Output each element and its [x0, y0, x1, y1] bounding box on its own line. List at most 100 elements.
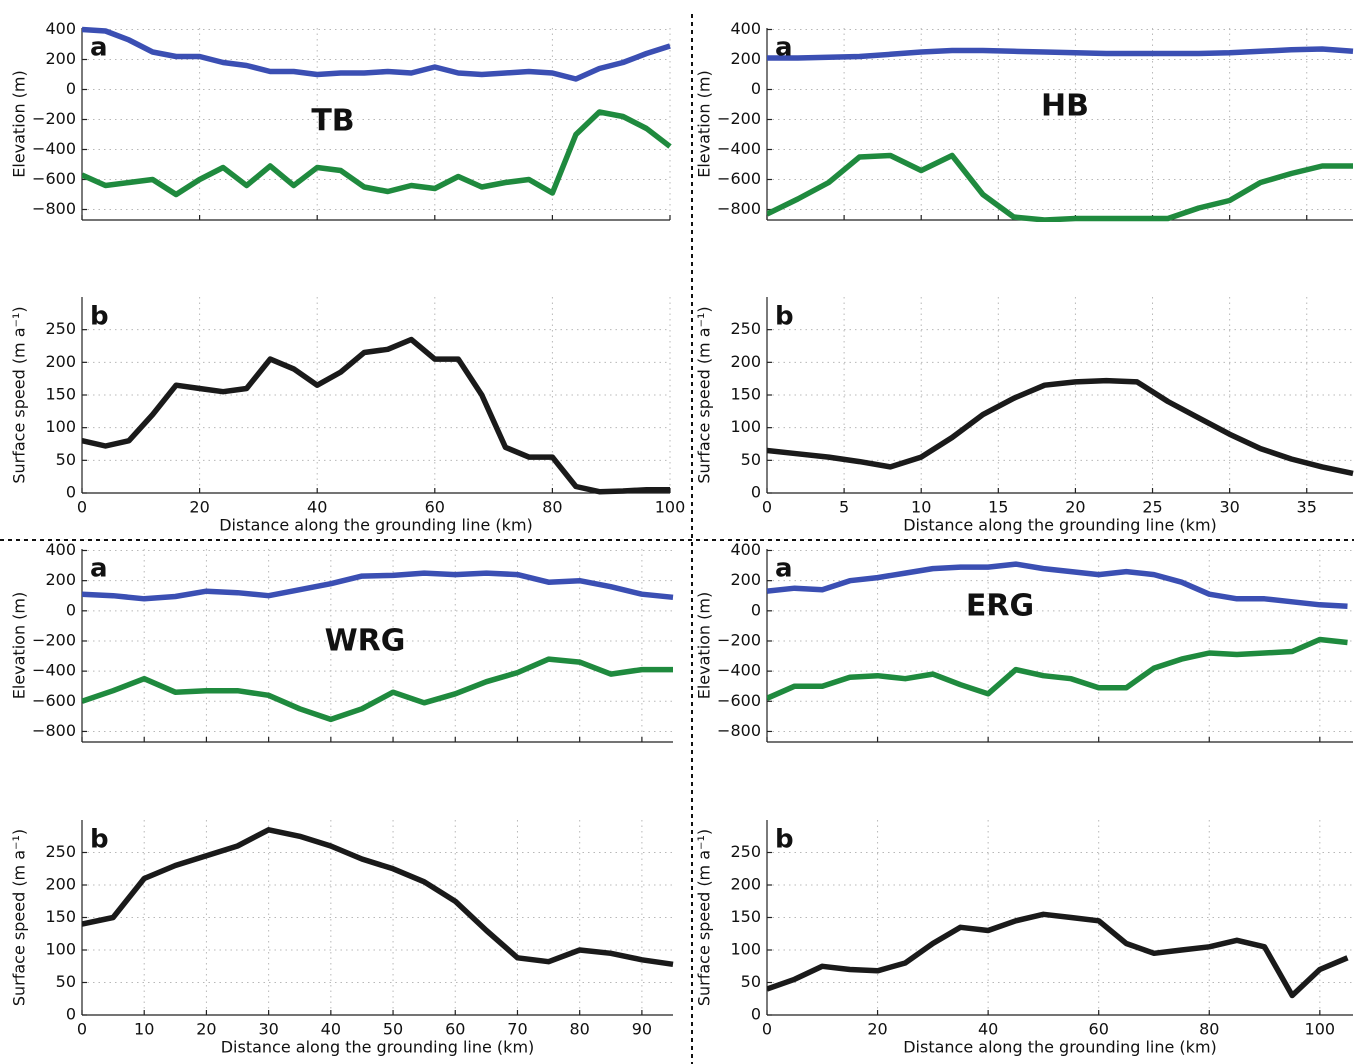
y-tick-label: 150 — [45, 907, 76, 926]
x-axis-label: Distance along the grounding line (km) — [903, 1038, 1217, 1057]
x-tick-label: 20 — [196, 1020, 216, 1039]
y-tick-label: 200 — [45, 875, 76, 894]
y-tick-label: 400 — [45, 540, 76, 559]
y-tick-label: 0 — [66, 483, 76, 502]
x-tick-label: 90 — [632, 1020, 652, 1039]
x-tick-label: 40 — [307, 498, 327, 517]
y-axis-label: Surface speed (m a⁻¹) — [695, 306, 714, 483]
annotation: WRG — [325, 624, 406, 659]
panel-label: b — [775, 302, 794, 332]
y-tick-label: 200 — [45, 352, 76, 371]
y-tick-label: −400 — [32, 139, 76, 158]
y-tick-label: −200 — [32, 630, 76, 649]
y-tick-label: 0 — [66, 600, 76, 619]
panel-label: b — [90, 825, 109, 855]
x-tick-label: 60 — [445, 1020, 465, 1039]
y-tick-label: 200 — [45, 49, 76, 68]
data-line — [767, 377, 1354, 477]
x-axis-label: Distance along the grounding line (km) — [219, 516, 533, 535]
y-tick-label: 400 — [45, 19, 76, 38]
y-tick-label: −200 — [717, 109, 761, 128]
x-tick-label: 70 — [507, 1020, 527, 1039]
y-tick-label: 200 — [45, 570, 76, 589]
x-tick-label: 80 — [570, 1020, 590, 1039]
x-axis-label: Distance along the grounding line (km) — [221, 1038, 535, 1057]
y-tick-label: 0 — [751, 600, 761, 619]
panel-label: a — [775, 554, 793, 584]
y-tick-label: 400 — [730, 19, 761, 38]
y-tick-label: −400 — [32, 661, 76, 680]
y-tick-label: −800 — [717, 721, 761, 740]
y-tick-label: −200 — [32, 109, 76, 128]
y-tick-label: 100 — [45, 940, 76, 959]
y-axis-label: Elevation (m) — [695, 70, 714, 177]
y-tick-label: −600 — [717, 169, 761, 188]
y-tick-label: 400 — [730, 540, 761, 559]
y-tick-label: 50 — [56, 972, 76, 991]
y-tick-label: −800 — [32, 721, 76, 740]
x-tick-label: 5 — [839, 498, 849, 517]
y-axis-label: Surface speed (m a⁻¹) — [10, 306, 29, 483]
annotation: ERG — [966, 589, 1034, 624]
y-axis-label: Elevation (m) — [10, 70, 29, 177]
y-tick-label: 50 — [741, 972, 761, 991]
y-tick-label: 100 — [730, 940, 761, 959]
x-tick-label: 10 — [134, 1020, 154, 1039]
y-tick-label: −600 — [32, 169, 76, 188]
x-tick-label: 10 — [911, 498, 931, 517]
y-tick-label: 50 — [741, 450, 761, 469]
x-tick-label: 30 — [258, 1020, 278, 1039]
data-line — [767, 152, 1353, 222]
y-tick-label: 100 — [45, 417, 76, 436]
x-tick-label: 35 — [1297, 498, 1317, 517]
x-tick-label: 15 — [988, 498, 1008, 517]
data-line — [82, 26, 671, 82]
panel-label: a — [90, 33, 108, 63]
x-axis-label: Distance along the grounding line (km) — [903, 516, 1217, 535]
annotation: HB — [1041, 89, 1089, 124]
y-tick-label: −800 — [717, 199, 761, 218]
x-tick-label: 0 — [762, 498, 772, 517]
x-tick-label: 80 — [1199, 1020, 1219, 1039]
x-tick-label: 20 — [1065, 498, 1085, 517]
data-line — [82, 827, 674, 968]
y-axis-label: Surface speed (m a⁻¹) — [695, 829, 714, 1006]
x-tick-label: 0 — [762, 1020, 772, 1039]
y-tick-label: 150 — [45, 385, 76, 404]
y-tick-label: −400 — [717, 661, 761, 680]
x-tick-label: 25 — [1142, 498, 1162, 517]
x-tick-label: 20 — [867, 1020, 887, 1039]
x-tick-label: 0 — [77, 1020, 87, 1039]
y-axis-label: Elevation (m) — [10, 592, 29, 699]
y-tick-label: 250 — [45, 319, 76, 338]
y-tick-label: −200 — [717, 630, 761, 649]
y-tick-label: 0 — [66, 79, 76, 98]
y-tick-label: 250 — [730, 319, 761, 338]
data-line — [767, 911, 1349, 999]
x-tick-label: 100 — [1305, 1020, 1336, 1039]
y-tick-label: −600 — [32, 691, 76, 710]
data-line — [82, 336, 670, 495]
x-tick-label: 30 — [1219, 498, 1239, 517]
y-axis-label: Elevation (m) — [695, 592, 714, 699]
data-line — [82, 109, 672, 198]
data-line — [82, 656, 673, 723]
y-tick-label: −800 — [32, 199, 76, 218]
x-tick-label: 80 — [542, 498, 562, 517]
y-tick-label: 0 — [751, 79, 761, 98]
x-tick-label: 40 — [321, 1020, 341, 1039]
annotation: TB — [311, 104, 354, 139]
x-tick-label: 60 — [1089, 1020, 1109, 1039]
x-tick-label: 60 — [425, 498, 445, 517]
y-tick-label: −600 — [717, 691, 761, 710]
y-tick-label: 250 — [730, 842, 761, 861]
x-tick-label: 0 — [77, 498, 87, 517]
y-tick-label: 0 — [66, 1005, 76, 1024]
x-tick-label: 50 — [383, 1020, 403, 1039]
panel-label: b — [90, 302, 109, 332]
x-tick-label: 40 — [978, 1020, 998, 1039]
y-tick-label: 200 — [730, 49, 761, 68]
panel-label: a — [90, 554, 108, 584]
